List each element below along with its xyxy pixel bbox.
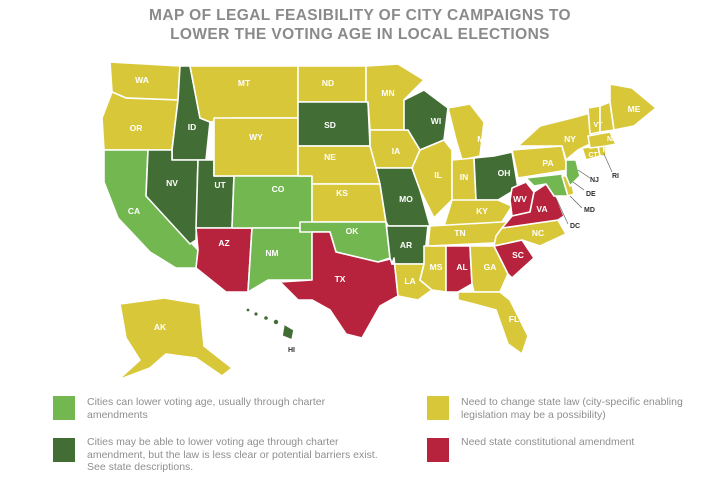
label-wv: WV bbox=[513, 194, 527, 204]
legend-red: Need state constitutional amendment bbox=[427, 436, 717, 466]
label-nh: NH bbox=[607, 136, 617, 143]
label-sd: SD bbox=[324, 120, 336, 130]
title-line-2: LOWER THE VOTING AGE IN LOCAL ELECTIONS bbox=[170, 26, 550, 43]
label-mi: MI bbox=[477, 134, 486, 144]
legend-text-light-green: Cities can lower voting age, usually thr… bbox=[87, 396, 326, 421]
label-va: VA bbox=[536, 204, 547, 214]
label-md: MD bbox=[584, 207, 595, 214]
legend-swatch-red bbox=[427, 438, 449, 462]
legend-yellow: Need to change state law (city-specific … bbox=[427, 394, 717, 424]
label-nd: ND bbox=[322, 78, 334, 88]
label-wy: WY bbox=[249, 132, 263, 142]
label-ne: NE bbox=[324, 152, 336, 162]
state-nj bbox=[565, 159, 581, 187]
legend-swatch-light-green bbox=[53, 396, 75, 420]
state-or bbox=[101, 91, 179, 151]
label-ca: CA bbox=[128, 206, 140, 216]
state-nc bbox=[493, 219, 567, 247]
label-me: ME bbox=[628, 104, 641, 114]
state-pa bbox=[511, 145, 569, 179]
legend-dark-green: Cities may be able to lower voting age t… bbox=[53, 436, 393, 476]
label-nc: NC bbox=[532, 228, 544, 238]
label-wa: WA bbox=[135, 75, 149, 85]
state-vt bbox=[587, 105, 601, 135]
label-ct: CT bbox=[588, 152, 598, 159]
state-fl bbox=[457, 291, 529, 355]
legend-swatch-dark-green bbox=[53, 438, 75, 462]
legend-light-green: Cities can lower voting age, usually thr… bbox=[53, 394, 383, 424]
label-ar: AR bbox=[400, 240, 412, 250]
label-sc: SC bbox=[512, 250, 524, 260]
legend-swatch-yellow bbox=[427, 396, 449, 420]
label-ma: MA bbox=[603, 147, 614, 154]
label-nv: NV bbox=[166, 178, 178, 188]
state-tx bbox=[279, 231, 399, 339]
legend-text-dark-green: Cities may be able to lower voting age t… bbox=[87, 436, 378, 473]
label-dc: DC bbox=[570, 223, 580, 230]
state-ma bbox=[587, 131, 617, 149]
label-ak: AK bbox=[154, 322, 167, 332]
leader-lines bbox=[555, 153, 613, 225]
label-ok: OK bbox=[346, 226, 360, 236]
state-al bbox=[445, 245, 473, 293]
label-ga: GA bbox=[484, 262, 497, 272]
label-ia: IA bbox=[392, 146, 401, 156]
label-ms: MS bbox=[430, 262, 443, 272]
state-wy bbox=[213, 117, 299, 177]
label-la: LA bbox=[404, 276, 415, 286]
label-mn: MN bbox=[381, 88, 394, 98]
label-al: AL bbox=[456, 262, 467, 272]
label-tn: TN bbox=[454, 228, 465, 238]
label-il: IL bbox=[434, 170, 442, 180]
state-hi bbox=[245, 306, 295, 341]
label-oh: OH bbox=[498, 168, 511, 178]
label-mo: MO bbox=[399, 194, 413, 204]
label-vt: VT bbox=[594, 122, 604, 129]
label-ny: NY bbox=[564, 134, 576, 144]
legend-text-yellow: Need to change state law (city-specific … bbox=[461, 396, 683, 421]
legend-text-red: Need state constitutional amendment bbox=[461, 436, 635, 448]
state-il bbox=[411, 139, 453, 219]
label-mt: MT bbox=[238, 78, 251, 88]
label-nm: NM bbox=[265, 248, 278, 258]
label-pa: PA bbox=[542, 158, 553, 168]
label-ut: UT bbox=[214, 180, 226, 190]
label-tx: TX bbox=[335, 274, 346, 284]
label-hi: HI bbox=[288, 347, 295, 354]
label-or: OR bbox=[130, 123, 143, 133]
title-line-1: MAP OF LEGAL FEASIBILITY OF CITY CAMPAIG… bbox=[149, 7, 571, 24]
state-ak bbox=[117, 297, 233, 381]
label-id: ID bbox=[188, 122, 197, 132]
label-ks: KS bbox=[336, 188, 348, 198]
state-me bbox=[609, 83, 657, 131]
map-title: MAP OF LEGAL FEASIBILITY OF CITY CAMPAIG… bbox=[0, 6, 720, 44]
label-wi: WI bbox=[431, 116, 441, 126]
state-ks bbox=[311, 183, 387, 223]
label-fl: FL bbox=[509, 314, 519, 324]
label-az: AZ bbox=[218, 238, 229, 248]
state-mi bbox=[447, 103, 485, 161]
label-ky: KY bbox=[476, 206, 488, 216]
label-co: CO bbox=[272, 184, 285, 194]
label-nj: NJ bbox=[590, 177, 599, 184]
label-in: IN bbox=[460, 172, 469, 182]
label-de: DE bbox=[586, 191, 596, 198]
label-ri: RI bbox=[612, 173, 619, 180]
state-mt bbox=[189, 65, 299, 123]
state-md bbox=[525, 173, 569, 197]
